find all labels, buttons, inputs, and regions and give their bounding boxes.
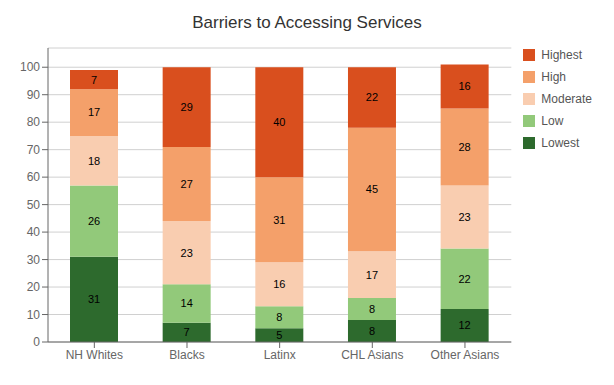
html-text:Barriers to Accessing Services: Barriers to Accessing Services: [192, 13, 422, 32]
svg-text:Latinx: Latinx: [264, 348, 296, 362]
svg-text:22: 22: [459, 273, 471, 285]
svg-text:7: 7: [184, 326, 190, 338]
svg-text:28: 28: [459, 141, 471, 153]
svg-text:17: 17: [88, 106, 100, 118]
svg-text:20: 20: [27, 280, 41, 294]
svg-text:8: 8: [276, 311, 282, 323]
svg-text:23: 23: [459, 211, 471, 223]
svg-text:27: 27: [181, 178, 193, 190]
svg-text:17: 17: [366, 269, 378, 281]
html-text:Low: Low: [541, 114, 564, 128]
svg-text:80: 80: [27, 115, 41, 129]
svg-text:16: 16: [459, 80, 471, 92]
svg-text:50: 50: [27, 198, 41, 212]
svg-text:30: 30: [27, 253, 41, 267]
svg-text:22: 22: [366, 91, 378, 103]
svg-text:40: 40: [27, 225, 41, 239]
svg-text:26: 26: [88, 215, 100, 227]
svg-text:8: 8: [369, 325, 375, 337]
svg-text:29: 29: [181, 101, 193, 113]
svg-text:31: 31: [88, 293, 100, 305]
svg-text:16: 16: [273, 278, 285, 290]
svg-text:CHL Asians: CHL Asians: [341, 348, 403, 362]
html-text:High: High: [541, 70, 566, 84]
html-text:Highest: Highest: [541, 48, 582, 62]
svg-text:7: 7: [91, 74, 97, 86]
html-text:Moderate: Moderate: [541, 92, 592, 106]
svg-text:14: 14: [181, 297, 193, 309]
html-text:Lowest: Lowest: [541, 136, 580, 150]
svg-text:5: 5: [276, 329, 282, 341]
svg-text:90: 90: [27, 88, 41, 102]
svg-text:60: 60: [27, 170, 41, 184]
svg-text:0: 0: [33, 335, 40, 349]
svg-text:8: 8: [369, 303, 375, 315]
svg-text:31: 31: [273, 214, 285, 226]
svg-text:18: 18: [88, 155, 100, 167]
svg-text:45: 45: [366, 183, 378, 195]
svg-text:40: 40: [273, 116, 285, 128]
svg-text:12: 12: [459, 319, 471, 331]
svg-text:70: 70: [27, 143, 41, 157]
svg-text:Other Asians: Other Asians: [431, 348, 500, 362]
svg-text:23: 23: [181, 247, 193, 259]
svg-text:100: 100: [20, 60, 40, 74]
svg-text:NH Whites: NH Whites: [66, 348, 123, 362]
svg-text:Blacks: Blacks: [169, 348, 204, 362]
svg-text:10: 10: [27, 308, 41, 322]
